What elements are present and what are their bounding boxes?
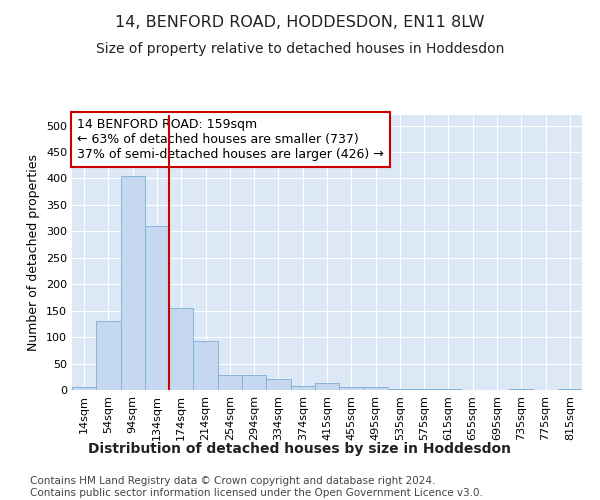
Bar [145, 226, 169, 390]
Bar [169, 308, 193, 390]
Text: 14, BENFORD ROAD, HODDESDON, EN11 8LW: 14, BENFORD ROAD, HODDESDON, EN11 8LW [115, 15, 485, 30]
Text: Distribution of detached houses by size in Hoddesdon: Distribution of detached houses by size … [89, 442, 511, 456]
Bar [193, 341, 218, 390]
Text: Contains HM Land Registry data © Crown copyright and database right 2024.
Contai: Contains HM Land Registry data © Crown c… [30, 476, 483, 498]
Bar [266, 380, 290, 390]
Text: 14 BENFORD ROAD: 159sqm
← 63% of detached houses are smaller (737)
37% of semi-d: 14 BENFORD ROAD: 159sqm ← 63% of detache… [77, 118, 384, 161]
Bar [315, 383, 339, 390]
Bar [96, 322, 121, 390]
Bar [72, 388, 96, 390]
Bar [218, 375, 242, 390]
Bar [509, 389, 533, 390]
Bar [364, 387, 388, 390]
Bar [339, 388, 364, 390]
Text: Size of property relative to detached houses in Hoddesdon: Size of property relative to detached ho… [96, 42, 504, 56]
Bar [290, 386, 315, 390]
Y-axis label: Number of detached properties: Number of detached properties [28, 154, 40, 351]
Bar [121, 176, 145, 390]
Bar [242, 375, 266, 390]
